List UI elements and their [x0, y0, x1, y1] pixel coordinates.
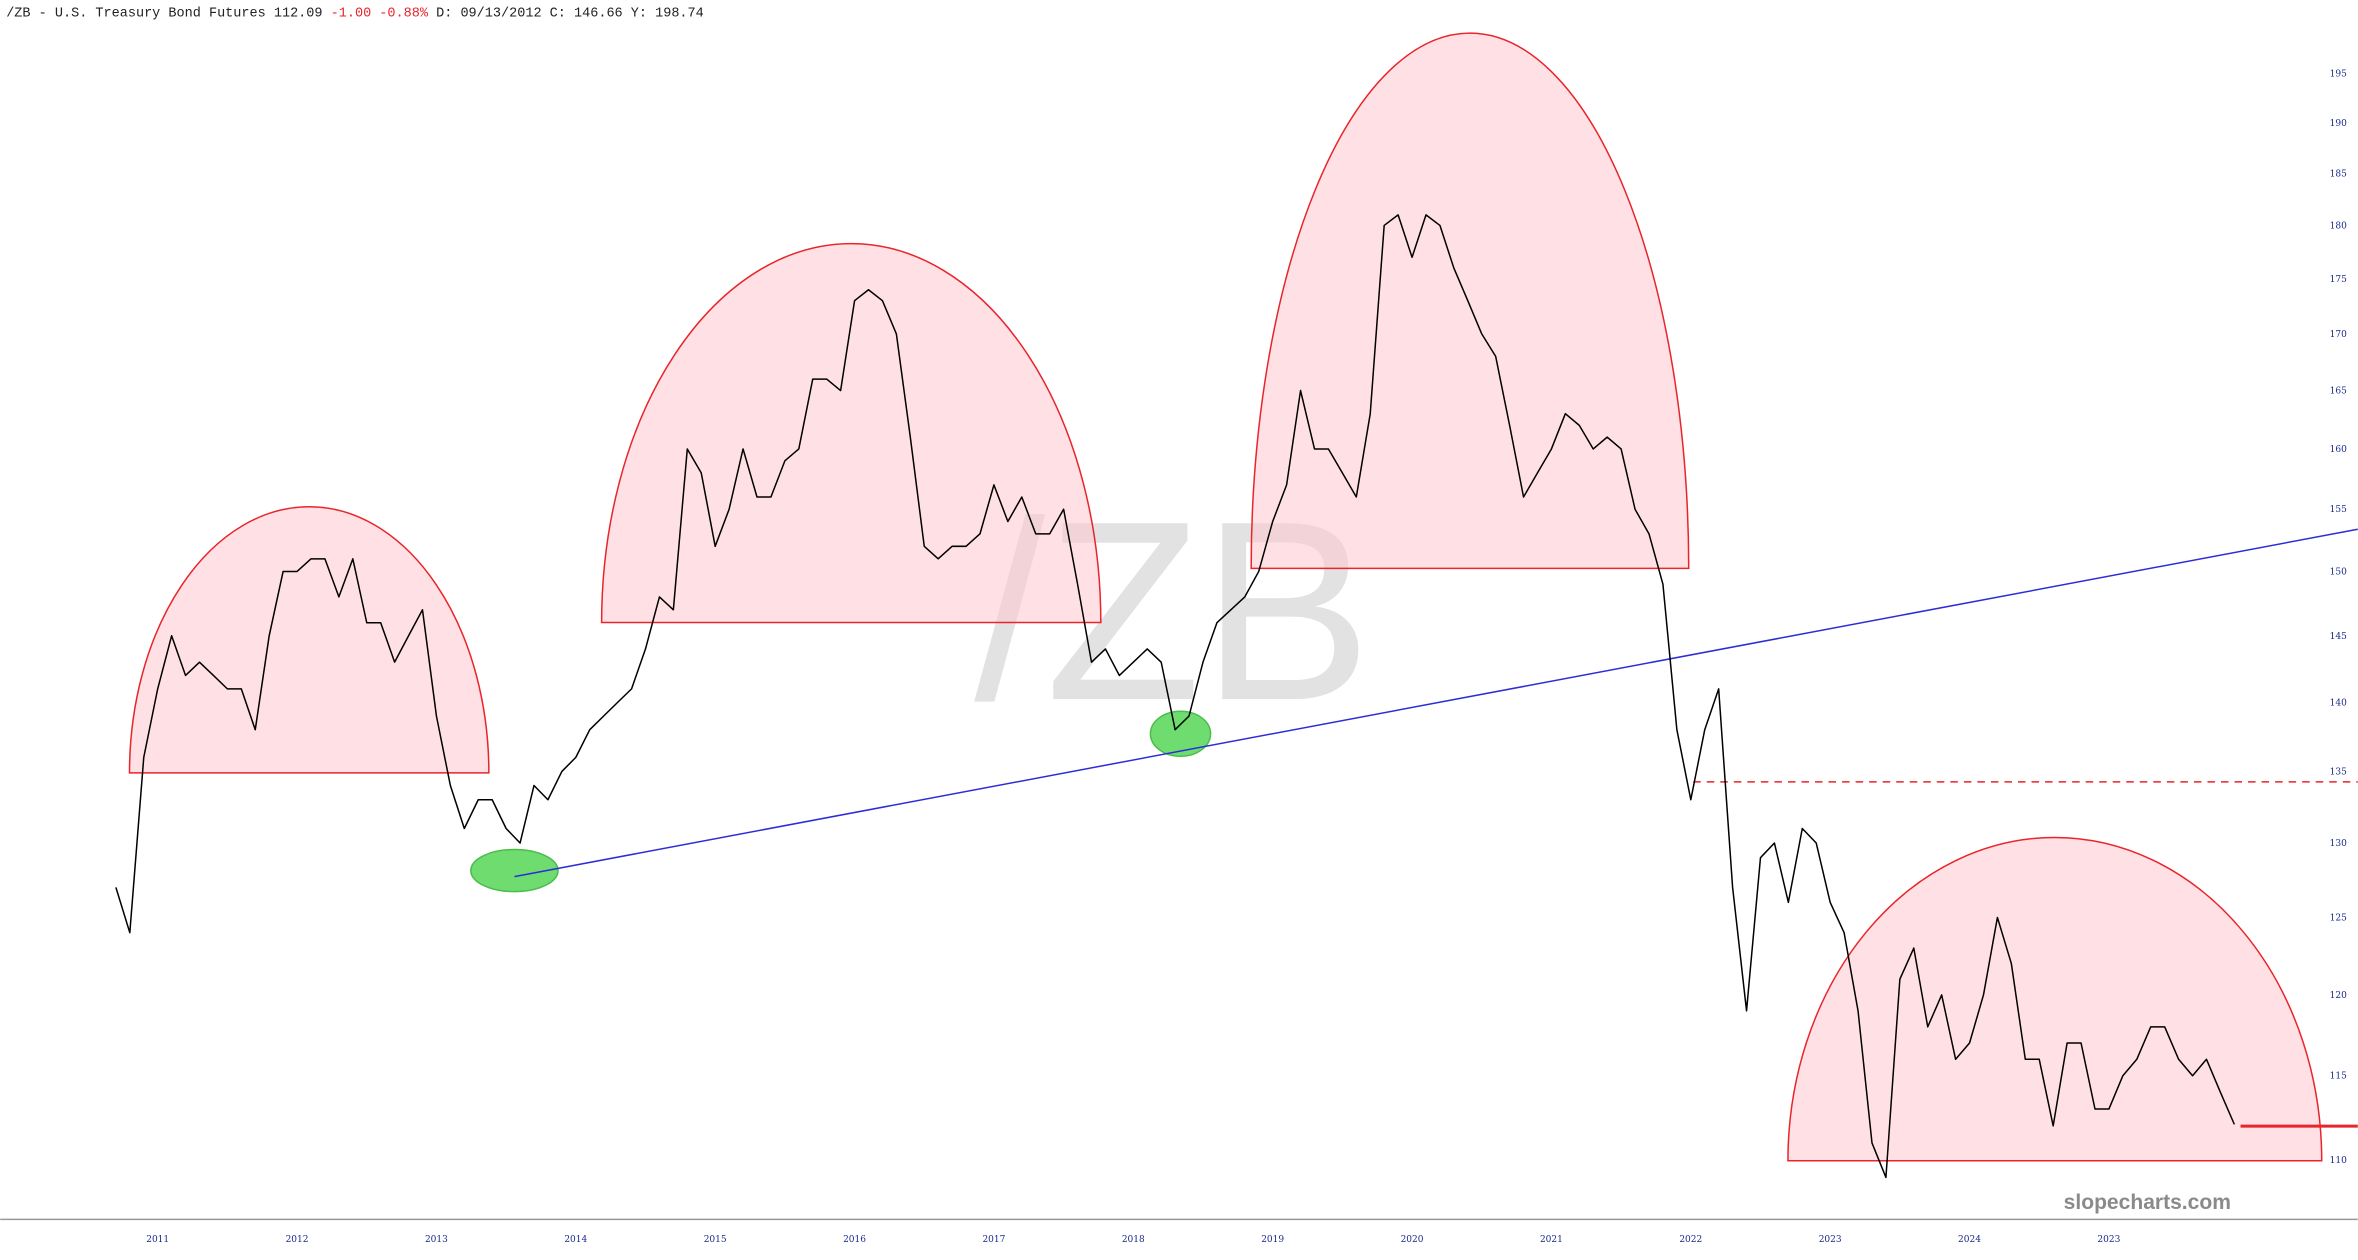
header: /ZB - U.S. Treasury Bond Futures 112.09 … [6, 7, 704, 22]
y-tick-label: 155 [2330, 505, 2347, 515]
y-tick-label: 110 [2330, 1156, 2347, 1166]
y-tick-label: 175 [2330, 275, 2347, 285]
header-symbol: /ZB - U.S. Treasury Bond Futures 112.09 [6, 7, 322, 22]
y-tick-label: 195 [2330, 70, 2347, 80]
x-tick-label: 2014 [564, 1235, 587, 1245]
dome [1787, 836, 2323, 1162]
y-tick-label: 150 [2330, 567, 2347, 577]
price-line [115, 214, 2236, 1179]
x-tick-label: 2021 [1540, 1235, 1563, 1245]
y-tick-label: 160 [2330, 445, 2347, 455]
y-tick-label: 165 [2330, 387, 2347, 397]
y-tick-label: 145 [2330, 632, 2347, 642]
x-tick-label: 2019 [1261, 1235, 1284, 1245]
low-marker [1149, 710, 1212, 758]
dome [128, 505, 490, 774]
y-tick-label: 120 [2330, 991, 2347, 1001]
x-tick-label: 2012 [286, 1235, 309, 1245]
x-tick-label: 2013 [425, 1235, 448, 1245]
low-marker [470, 848, 559, 893]
y-tick-label: 180 [2330, 221, 2347, 231]
header-cursor: D: 09/13/2012 C: 146.66 Y: 198.74 [436, 7, 704, 22]
x-tick-label: 2023 [2097, 1235, 2120, 1245]
y-tick-label: 185 [2330, 169, 2347, 179]
dome [1250, 32, 1690, 570]
y-tick-label: 135 [2330, 767, 2347, 777]
trend-line [514, 528, 2358, 878]
y-tick-label: 190 [2330, 119, 2347, 129]
y-tick-label: 115 [2330, 1072, 2347, 1082]
brand: slopecharts.com [2064, 1191, 2231, 1214]
x-tick-label: 2023 [1819, 1235, 1842, 1245]
dome [600, 242, 1102, 624]
x-tick-label: 2020 [1401, 1235, 1424, 1245]
x-tick-label: 2016 [843, 1235, 866, 1245]
x-tick-label: 2024 [1958, 1235, 1981, 1245]
y-tick-label: 130 [2330, 839, 2347, 849]
y-tick-label: 140 [2330, 698, 2347, 708]
x-tick-label: 2022 [1679, 1235, 1702, 1245]
y-tick-label: 125 [2330, 913, 2347, 923]
x-tick-label: 2015 [704, 1235, 727, 1245]
x-tick-label: 2017 [982, 1235, 1005, 1245]
dome-annotations [128, 32, 2323, 1162]
y-tick-label: 170 [2330, 330, 2347, 340]
header-change: -1.00 -0.88% [331, 7, 429, 22]
x-tick-label: 2011 [146, 1235, 169, 1245]
x-tick-label: 2018 [1122, 1235, 1145, 1245]
